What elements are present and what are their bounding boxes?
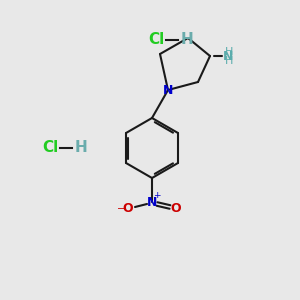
Text: N: N [223,50,233,62]
Text: Cl: Cl [148,32,164,47]
Text: O: O [123,202,133,214]
Text: H: H [225,47,233,57]
Text: H: H [225,56,233,66]
Text: −: − [117,204,125,214]
Text: N: N [147,196,157,208]
Text: Cl: Cl [42,140,58,155]
Text: O: O [171,202,181,214]
Text: H: H [181,32,194,47]
Text: N: N [163,83,173,97]
Text: +: + [153,191,161,200]
Text: H: H [75,140,88,155]
